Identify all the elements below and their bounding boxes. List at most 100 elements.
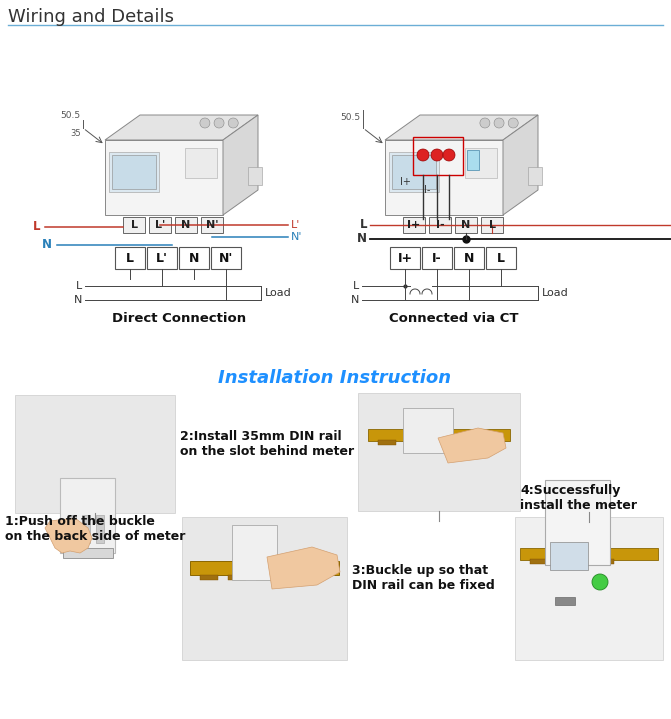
Circle shape [228, 118, 238, 128]
Bar [467, 150, 479, 170]
Bar [368, 429, 510, 441]
Text: L: L [497, 252, 505, 265]
Text: L': L' [156, 252, 168, 265]
Bar [403, 408, 453, 453]
Circle shape [508, 118, 518, 128]
Text: Wiring and Details: Wiring and Details [8, 8, 174, 26]
Bar [109, 152, 159, 192]
Circle shape [443, 149, 455, 161]
Bar [15, 395, 175, 513]
Text: N': N' [291, 232, 303, 242]
Bar [123, 217, 145, 233]
Text: 50.5: 50.5 [60, 111, 80, 121]
Text: N: N [74, 295, 82, 305]
Text: 4:Successfully
install the meter: 4:Successfully install the meter [520, 484, 637, 512]
Bar [115, 247, 145, 269]
Text: Connected via CT: Connected via CT [389, 311, 519, 324]
Bar [201, 217, 223, 233]
Circle shape [214, 118, 224, 128]
Text: L: L [353, 281, 359, 291]
Bar [232, 525, 277, 580]
Text: L: L [76, 281, 82, 291]
Circle shape [592, 574, 608, 590]
Bar [434, 440, 452, 445]
Bar [515, 517, 663, 660]
Bar [550, 542, 588, 570]
Bar [358, 393, 520, 511]
Text: L': L' [155, 220, 165, 230]
Bar [486, 247, 516, 269]
Bar [481, 217, 503, 233]
Text: 1:Push off the buckle
on the back side of meter: 1:Push off the buckle on the back side o… [5, 515, 185, 543]
Text: I-: I- [435, 220, 444, 230]
Bar [112, 155, 156, 189]
Bar [555, 597, 575, 605]
Text: 3:Buckle up so that
DIN rail can be fixed: 3:Buckle up so that DIN rail can be fixe… [352, 564, 495, 592]
Polygon shape [105, 115, 258, 140]
Bar [284, 575, 302, 580]
Text: 50.5: 50.5 [340, 114, 360, 122]
Text: N: N [464, 252, 474, 265]
Polygon shape [267, 547, 340, 589]
Polygon shape [438, 428, 506, 463]
Bar [389, 152, 439, 192]
Text: I+: I+ [407, 220, 421, 230]
Text: N': N' [219, 252, 234, 265]
Bar [200, 575, 218, 580]
Circle shape [417, 149, 429, 161]
Text: Load: Load [265, 288, 292, 298]
Text: I+: I+ [397, 252, 413, 265]
Polygon shape [105, 140, 223, 215]
Bar [429, 217, 451, 233]
Text: Installation Instruction: Installation Instruction [219, 369, 452, 387]
Bar [455, 217, 477, 233]
Bar [454, 247, 484, 269]
Circle shape [494, 118, 504, 128]
Bar [406, 440, 424, 445]
Text: N: N [42, 239, 52, 252]
Text: N: N [462, 220, 470, 230]
Text: N: N [181, 220, 191, 230]
Text: 2:Install 35mm DIN rail
on the slot behind meter: 2:Install 35mm DIN rail on the slot behi… [180, 430, 354, 458]
Text: L: L [488, 220, 495, 230]
Bar [545, 480, 610, 565]
Bar [63, 548, 113, 558]
Bar [403, 217, 425, 233]
Bar [390, 247, 420, 269]
Bar [228, 575, 246, 580]
Text: N: N [351, 295, 359, 305]
Bar [211, 247, 241, 269]
Bar [185, 148, 217, 178]
Circle shape [200, 118, 210, 128]
Bar [82, 515, 90, 543]
Bar [462, 440, 480, 445]
Polygon shape [223, 115, 258, 215]
Text: I-: I- [424, 185, 430, 195]
Bar [147, 247, 177, 269]
Text: N: N [357, 232, 367, 245]
Bar [68, 515, 76, 543]
Text: N: N [189, 252, 199, 265]
Bar [175, 217, 197, 233]
Bar [190, 561, 339, 575]
Bar [182, 517, 347, 660]
Bar [60, 478, 115, 553]
Bar [530, 559, 550, 564]
Bar [520, 548, 658, 560]
Bar [179, 247, 209, 269]
Bar [465, 148, 497, 178]
Polygon shape [503, 115, 538, 215]
Polygon shape [385, 140, 503, 215]
Polygon shape [385, 115, 538, 140]
Text: I-: I- [432, 252, 442, 265]
Bar [256, 575, 274, 580]
Text: 35: 35 [70, 129, 81, 137]
Bar [248, 167, 262, 185]
Bar [422, 247, 452, 269]
Text: L': L' [291, 220, 301, 230]
Polygon shape [45, 518, 92, 553]
Text: Direct Connection: Direct Connection [112, 311, 246, 324]
Bar [562, 559, 582, 564]
Text: L: L [130, 220, 138, 230]
Text: L: L [360, 219, 367, 232]
